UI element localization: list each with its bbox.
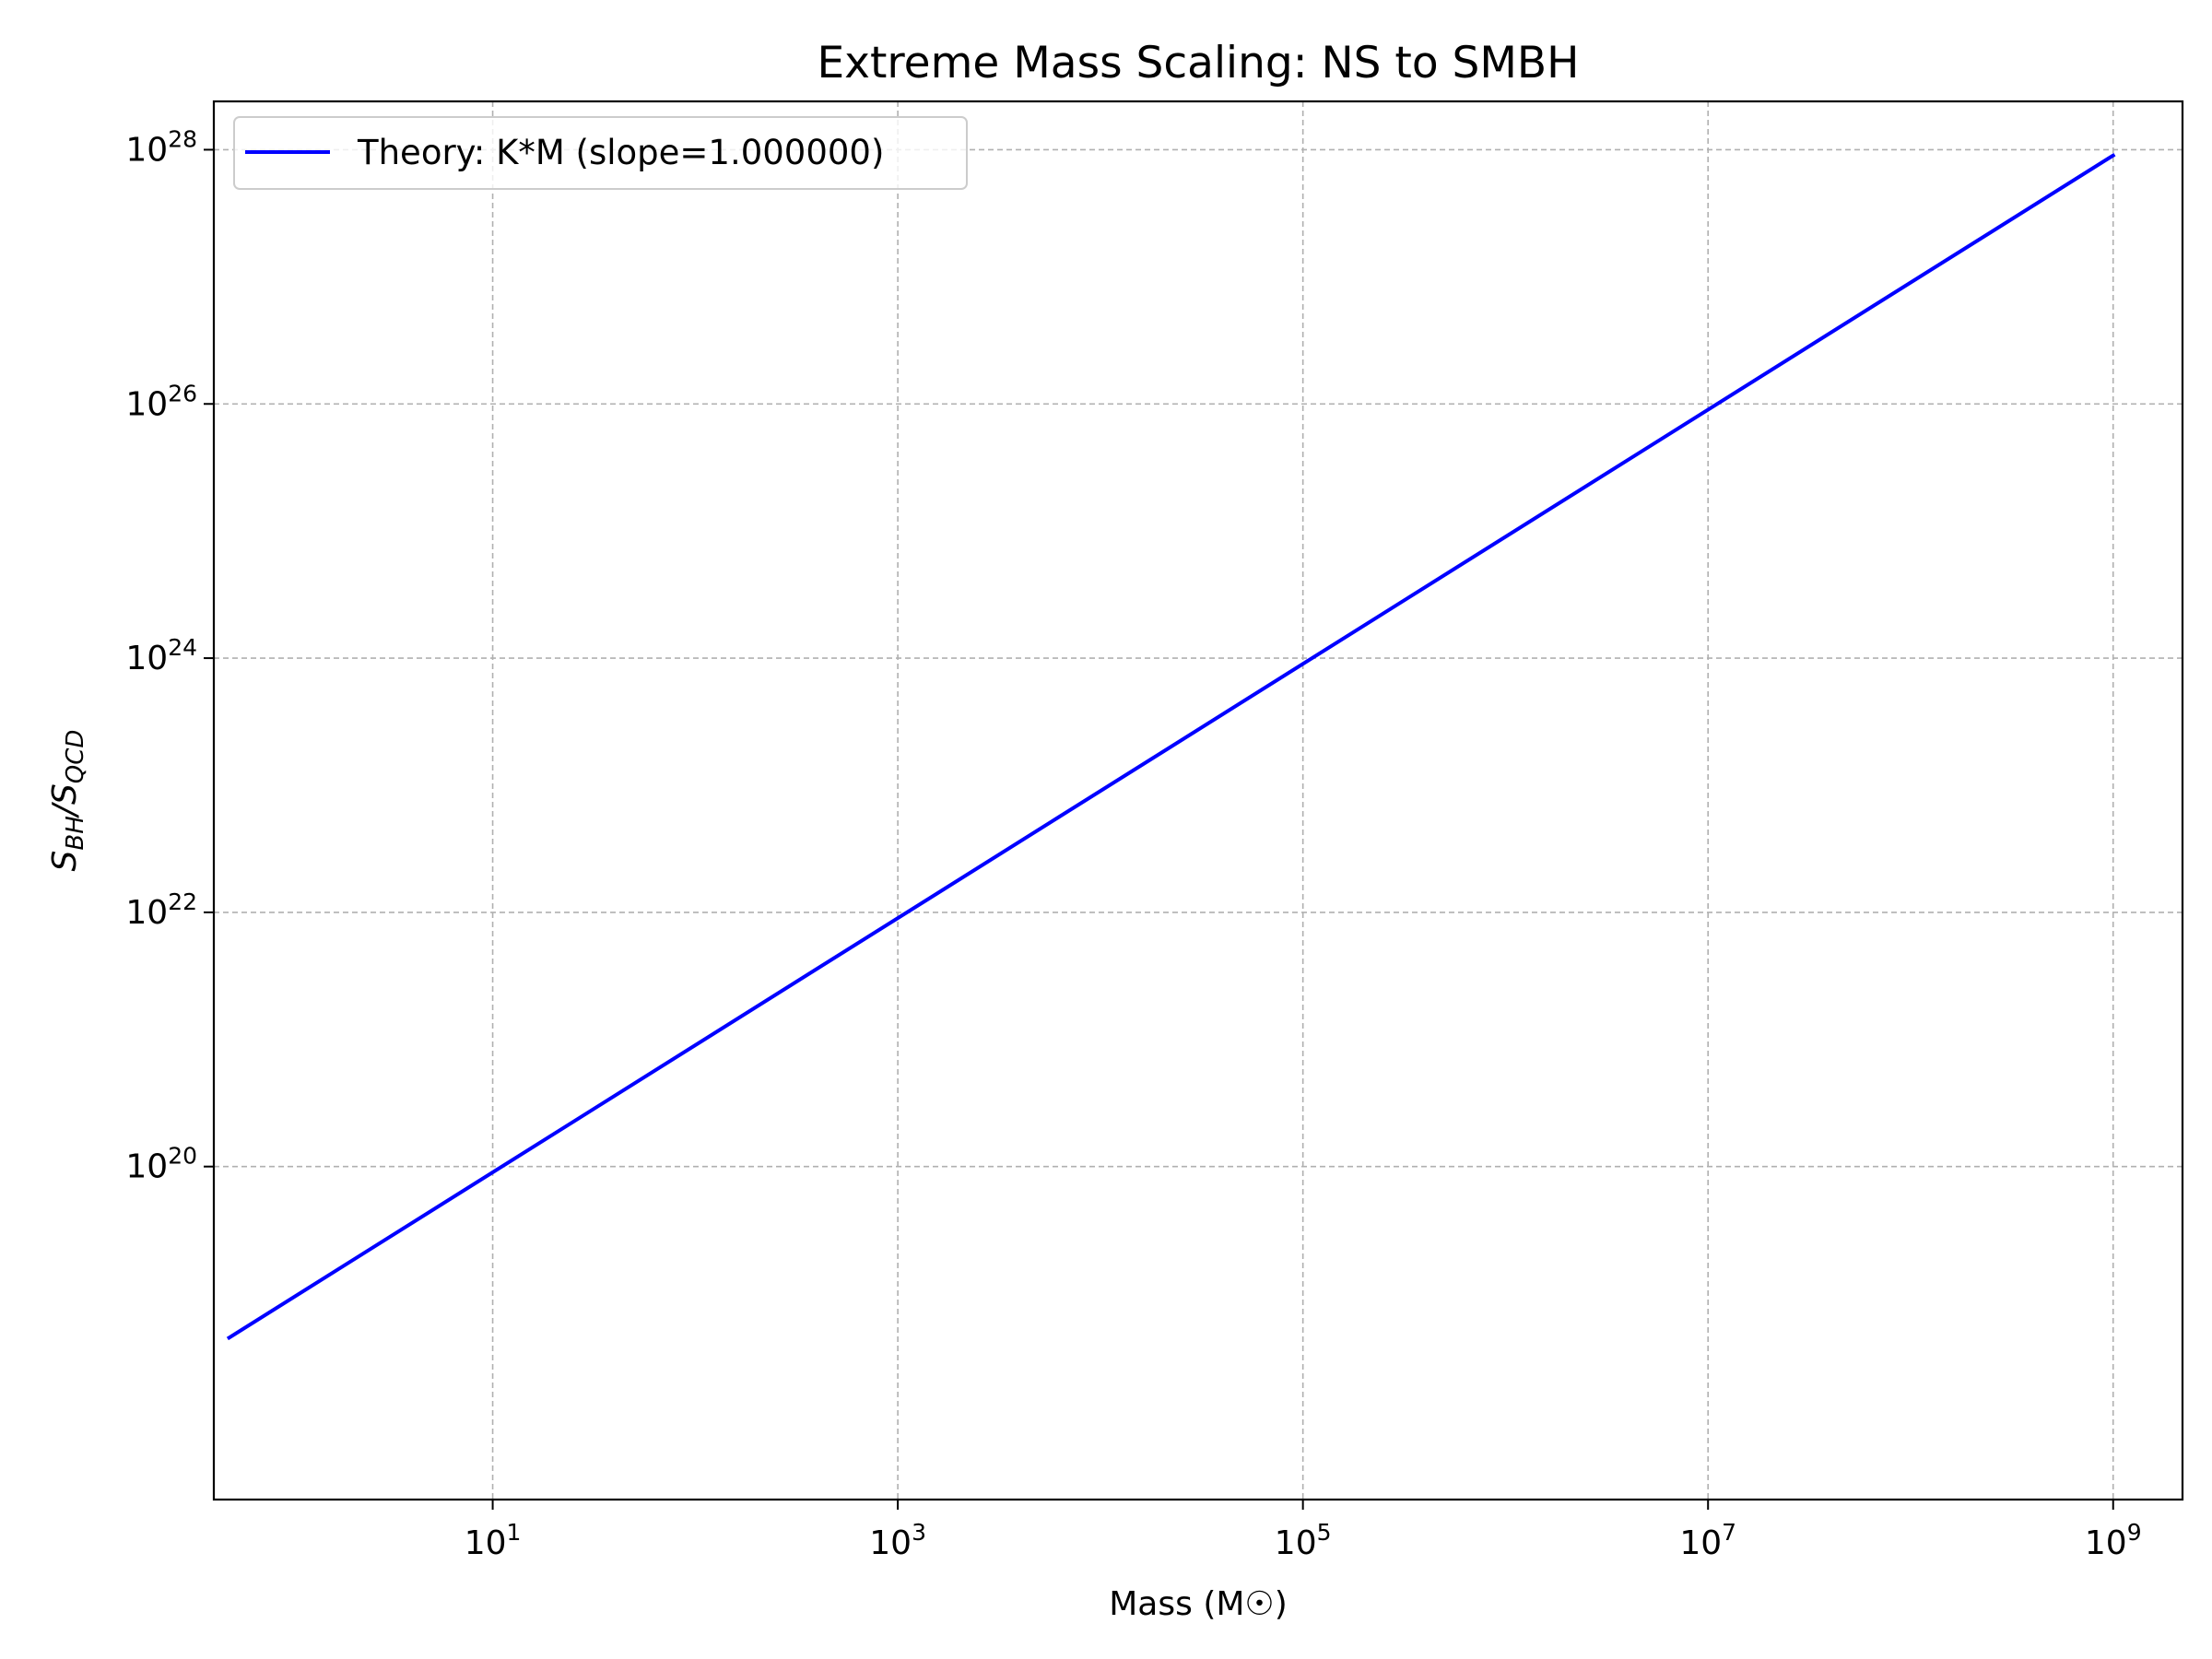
grid-layer <box>214 101 2183 1500</box>
x-tick-base: 10 <box>2085 1524 2127 1562</box>
x-tick-label: 103 <box>869 1519 926 1562</box>
legend-entry-label: Theory: K*M (slope=1.000000) <box>357 133 884 172</box>
y-label-sep: / <box>46 801 84 818</box>
y-label-sub2: QCD <box>62 730 89 784</box>
x-tick-exponent: 5 <box>1317 1519 1332 1546</box>
chart-title: Extreme Mass Scaling: NS to SMBH <box>817 38 1579 88</box>
x-tick-exponent: 9 <box>2127 1519 2142 1546</box>
x-tick-base: 10 <box>1275 1524 1317 1562</box>
y-tick-exponent: 26 <box>168 380 197 406</box>
y-tick-exponent: 22 <box>168 888 197 915</box>
series-layer <box>226 152 2116 1341</box>
y-label-sub1: BH <box>62 816 89 850</box>
y-label-base: S <box>46 851 84 872</box>
x-tick-exponent: 7 <box>1722 1519 1736 1546</box>
y-tick-label: 1020 <box>125 1143 197 1186</box>
legend: Theory: K*M (slope=1.000000) <box>233 116 968 190</box>
y-tick-base: 10 <box>125 640 168 677</box>
y-tick-exponent: 20 <box>168 1143 197 1170</box>
x-tick-exponent: 1 <box>507 1519 522 1546</box>
y-tick-label: 1024 <box>125 634 197 677</box>
x-tick-label: 107 <box>1679 1519 1736 1562</box>
x-tick-label: 105 <box>1275 1519 1332 1562</box>
y-tick-label: 1028 <box>125 125 197 169</box>
series-line <box>226 152 2116 1341</box>
y-tick-label: 1026 <box>125 380 197 423</box>
x-tick-label: 109 <box>2085 1519 2142 1562</box>
x-tick-label: 101 <box>465 1519 522 1562</box>
y-tick-base: 10 <box>125 1148 168 1186</box>
y-tick-base: 10 <box>125 131 168 169</box>
y-tick-base: 10 <box>125 385 168 423</box>
x-tick-exponent: 3 <box>912 1519 926 1546</box>
y-label-base2: S <box>46 783 84 805</box>
y-tick-exponent: 24 <box>168 634 197 661</box>
y-tick-label: 1022 <box>125 888 197 932</box>
y-tick-base: 10 <box>125 894 168 932</box>
x-tick-base: 10 <box>465 1524 507 1562</box>
y-tick-exponent: 28 <box>168 125 197 152</box>
plot-frame <box>212 100 2184 1501</box>
x-tick-base: 10 <box>1679 1524 1722 1562</box>
x-axis-label: Mass (M☉) <box>1109 1585 1288 1623</box>
x-tick-base: 10 <box>869 1524 912 1562</box>
legend-box <box>233 116 968 190</box>
y-axis-label: SBH/SQCD <box>46 730 89 872</box>
